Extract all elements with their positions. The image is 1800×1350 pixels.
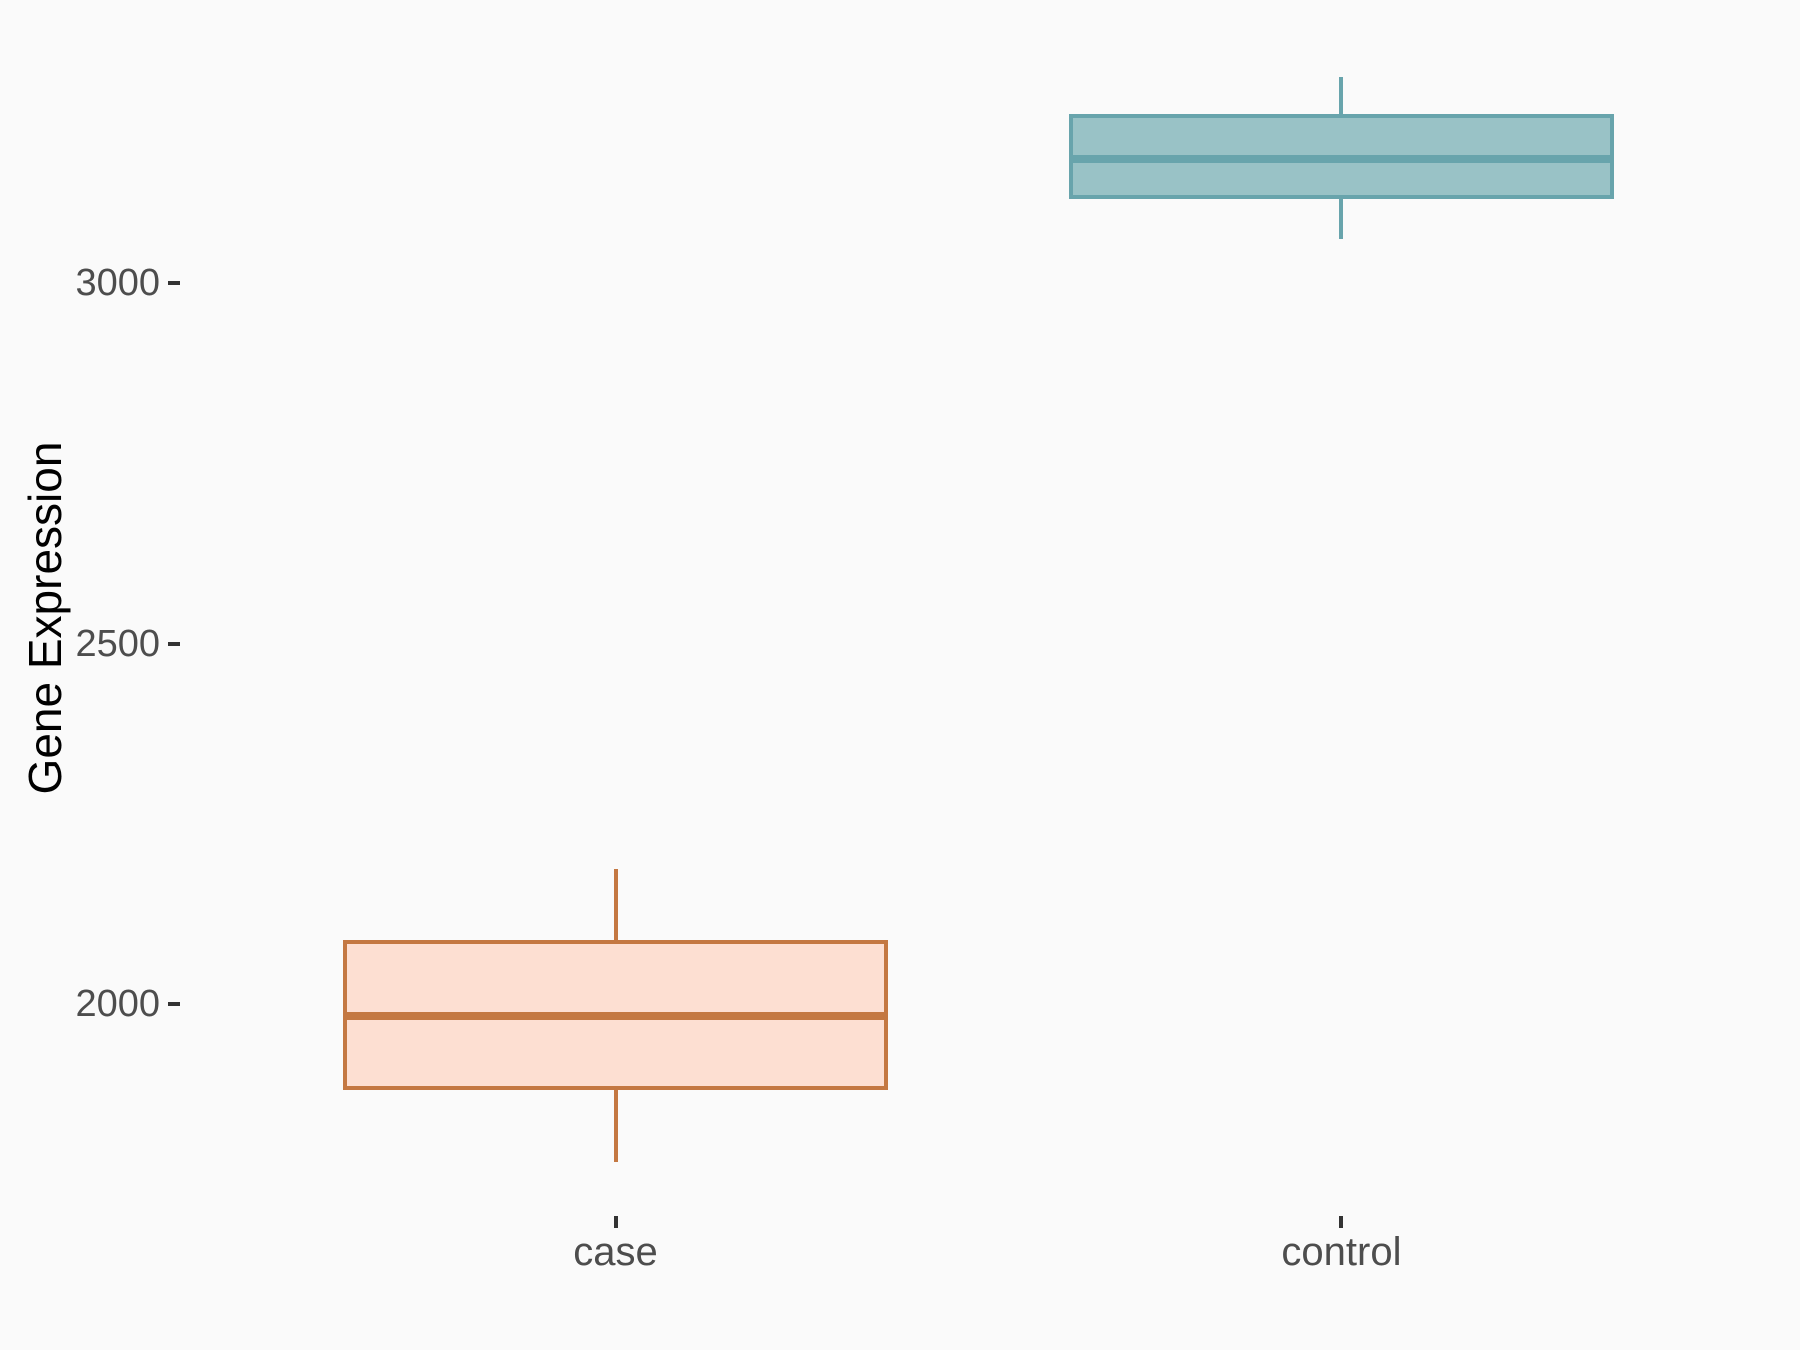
y-axis-tick-label: 3000 bbox=[75, 262, 160, 305]
x-axis-tick-mark bbox=[613, 1216, 618, 1228]
whisker-upper bbox=[1339, 77, 1344, 116]
x-axis-tick-label: case bbox=[573, 1230, 658, 1274]
y-axis-tick-label: 2000 bbox=[75, 983, 160, 1026]
x-axis-tick-mark bbox=[1339, 1216, 1344, 1228]
whisker-lower bbox=[1339, 197, 1344, 240]
y-axis-title: Gene Expression bbox=[19, 441, 71, 795]
whisker-lower bbox=[613, 1087, 618, 1162]
y-axis-tick-mark bbox=[168, 641, 180, 646]
y-axis-tick-label: 2500 bbox=[75, 622, 160, 665]
whisker-upper bbox=[613, 869, 618, 943]
x-axis-tick-label: control bbox=[1281, 1230, 1402, 1274]
median-line bbox=[1069, 154, 1614, 163]
y-axis-tick-mark bbox=[168, 281, 180, 286]
median-line bbox=[343, 1011, 888, 1020]
y-axis-tick-mark bbox=[168, 1002, 180, 1007]
